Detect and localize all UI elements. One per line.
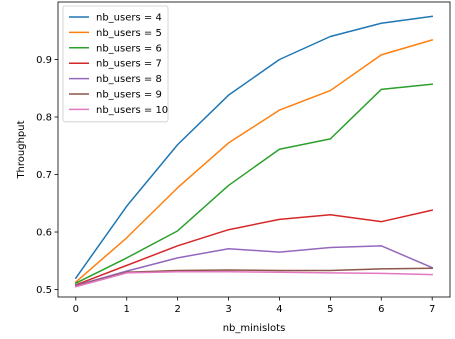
plot-frame [57,1,451,298]
x-axis-label: nb_minislots [223,323,286,334]
legend-label-1: nb_users = 5 [96,28,162,39]
y-tick-label-4: 0.9 [36,55,52,66]
x-tick-label-2: 2 [174,304,180,315]
x-tick-label-6: 6 [378,304,384,315]
y-axis-label: Throughput [16,120,27,179]
y-tick-label-2: 0.7 [36,170,52,181]
series-line-0 [74,15,434,280]
series-line-6 [74,270,433,288]
axes-layer: 0 1 2 3 4 5 6 7 0.5 0.6 0.7 0.8 0.9 [36,1,451,315]
legend: nb_users = 4 nb_users = 5 nb_users = 6 nb_u… [62,5,169,123]
x-tick-label-0: 0 [73,304,79,315]
x-tick-label-5: 5 [327,304,333,315]
legend-label-2: nb_users = 6 [96,43,162,54]
x-tick-label-4: 4 [276,304,282,315]
x-tick-label-3: 3 [225,304,231,315]
series-line-2 [74,83,434,285]
series-line-4 [74,245,434,287]
y-tick-label-0: 0.5 [36,285,52,296]
y-tick-label-1: 0.6 [36,228,52,239]
legend-label-6: nb_users = 10 [96,105,168,116]
legend-label-0: nb_users = 4 [96,13,162,24]
x-tick-label-7: 7 [429,304,435,315]
y-tick-label-3: 0.8 [36,113,52,124]
series-layer [74,15,434,288]
legend-label-5: nb_users = 9 [96,90,162,101]
legend-label-3: nb_users = 7 [96,59,162,70]
x-tick-label-1: 1 [124,304,130,315]
legend-label-4: nb_users = 8 [96,74,162,85]
series-line-1 [74,39,434,284]
legend-box [62,5,169,123]
series-line-3 [74,209,434,286]
